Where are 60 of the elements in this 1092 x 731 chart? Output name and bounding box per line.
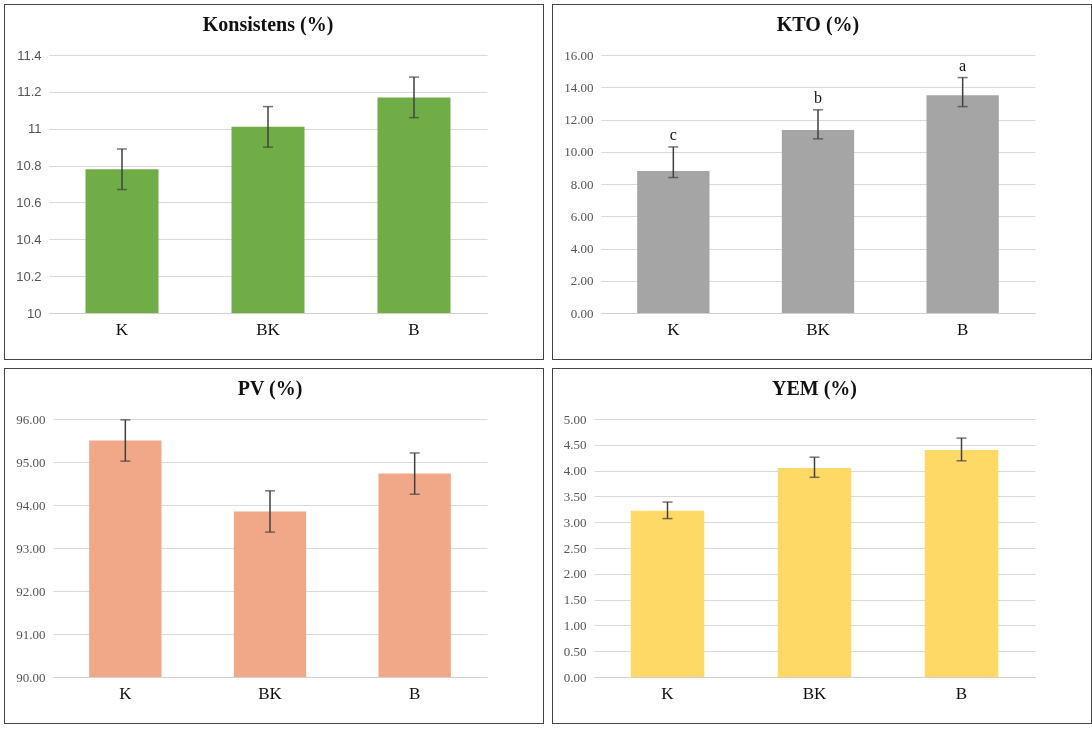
y-tick-label: 11.2 — [17, 84, 42, 100]
bar — [630, 510, 705, 677]
bar — [924, 449, 999, 677]
y-tick-label: 6.00 — [570, 208, 594, 224]
y-tick-label: 1.00 — [563, 617, 587, 633]
y-tick-label: 10.2 — [16, 268, 42, 284]
y-tick-label: 2.00 — [570, 273, 594, 289]
y-tick-label: 10.4 — [16, 231, 42, 247]
y-tick-label: 3.00 — [563, 514, 587, 530]
y-tick-label: 16.00 — [564, 47, 594, 63]
y-tick-label: 96.00 — [16, 411, 46, 427]
x-tick-label: B — [955, 683, 968, 703]
chart-title: YEM (%) — [772, 377, 857, 400]
y-tick-label: 8.00 — [570, 176, 594, 192]
x-tick-label: K — [661, 683, 675, 703]
x-tick-label: K — [119, 683, 133, 703]
y-tick-label: 4.00 — [570, 241, 594, 256]
y-tick-label: 10.6 — [16, 194, 42, 210]
y-tick-label: 5.00 — [563, 411, 587, 427]
y-tick-label: 10.00 — [564, 144, 594, 160]
bar — [777, 468, 852, 677]
y-tick-label: 10.8 — [16, 158, 42, 174]
y-tick-label: 14.00 — [564, 79, 594, 95]
x-tick-label: B — [408, 319, 420, 339]
y-tick-label: 0.50 — [563, 643, 587, 659]
y-tick-label: 93.00 — [16, 540, 46, 556]
y-tick-label: 3.50 — [563, 488, 587, 504]
x-tick-label: B — [956, 319, 969, 339]
x-tick-label: B — [408, 683, 421, 703]
y-tick-label: 1.50 — [563, 592, 587, 608]
y-tick-label: 0.00 — [563, 669, 587, 685]
x-tick-label: K — [115, 319, 129, 339]
x-tick-label: K — [667, 319, 681, 339]
chart-title: Konsistens (%) — [202, 13, 334, 36]
y-tick-label: 90.00 — [16, 669, 46, 685]
annotation: a — [959, 56, 967, 74]
y-tick-label: 10 — [27, 305, 42, 321]
y-tick-label: 4.50 — [563, 437, 587, 453]
y-tick-label: 11.4 — [17, 47, 42, 63]
annotation: c — [669, 125, 677, 143]
x-tick-label: BK — [802, 683, 828, 703]
x-tick-label: BK — [256, 319, 281, 339]
bar — [637, 171, 710, 313]
chart-title: PV (%) — [237, 377, 303, 400]
annotation: b — [814, 88, 822, 106]
y-tick-label: 2.00 — [563, 566, 587, 582]
chart-title: KTO (%) — [776, 13, 860, 36]
y-tick-label: 95.00 — [16, 454, 46, 470]
y-tick-label: 94.00 — [16, 497, 46, 513]
y-tick-label: 0.00 — [570, 305, 594, 321]
y-tick-label: 12.00 — [564, 112, 594, 127]
x-tick-label: BK — [806, 319, 831, 339]
y-tick-label: 2.50 — [563, 540, 587, 556]
y-tick-label: 92.00 — [16, 583, 46, 599]
bar — [926, 95, 999, 313]
x-tick-label: BK — [258, 683, 283, 703]
y-tick-label: 91.00 — [16, 626, 46, 642]
y-tick-label: 11 — [28, 121, 42, 137]
bar — [781, 129, 855, 313]
y-tick-label: 4.00 — [563, 463, 587, 479]
